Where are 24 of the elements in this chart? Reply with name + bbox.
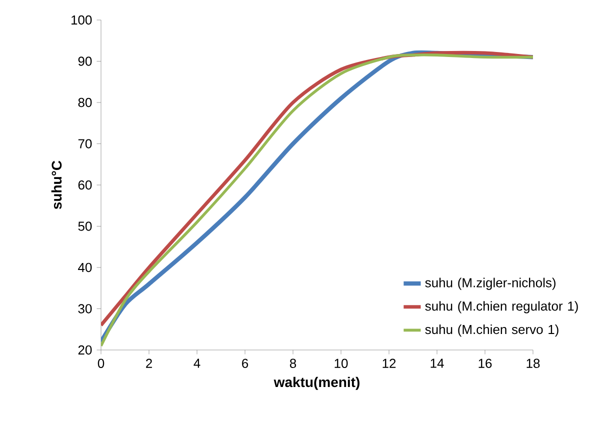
y-tick-label: 20 <box>78 345 92 355</box>
y-tick-label: 30 <box>78 304 92 314</box>
y-tick-label: 70 <box>78 139 92 148</box>
x-tick-label: 0 <box>98 358 104 368</box>
x-tick-label: 14 <box>430 358 444 368</box>
x-tick-label: 16 <box>478 358 492 368</box>
y-tick-label: 50 <box>78 222 92 231</box>
x-tick-label: 6 <box>242 358 248 368</box>
legend-label: suhu (M.chien regulator 1) <box>425 301 578 314</box>
x-tick-label: 10 <box>334 358 348 368</box>
y-axis-title: suhu°C <box>51 160 62 210</box>
x-tick-label: 4 <box>194 358 200 368</box>
y-tick-label: 80 <box>78 98 92 108</box>
x-tick-label: 12 <box>382 358 396 368</box>
y-tick-label: 100 <box>72 15 92 25</box>
y-tick-label: 60 <box>78 180 92 190</box>
x-axis-title: waktu(menit) <box>274 376 360 390</box>
legend-label: suhu (M.zigler-nichols) <box>425 278 556 290</box>
x-tick-label: 2 <box>146 358 152 368</box>
y-tick-label: 90 <box>78 56 92 66</box>
y-tick-label: 40 <box>78 262 92 272</box>
x-tick-label: 18 <box>526 358 540 368</box>
legend-label: suhu (M.chien servo 1) <box>425 324 558 337</box>
x-tick-label: 8 <box>290 358 296 368</box>
